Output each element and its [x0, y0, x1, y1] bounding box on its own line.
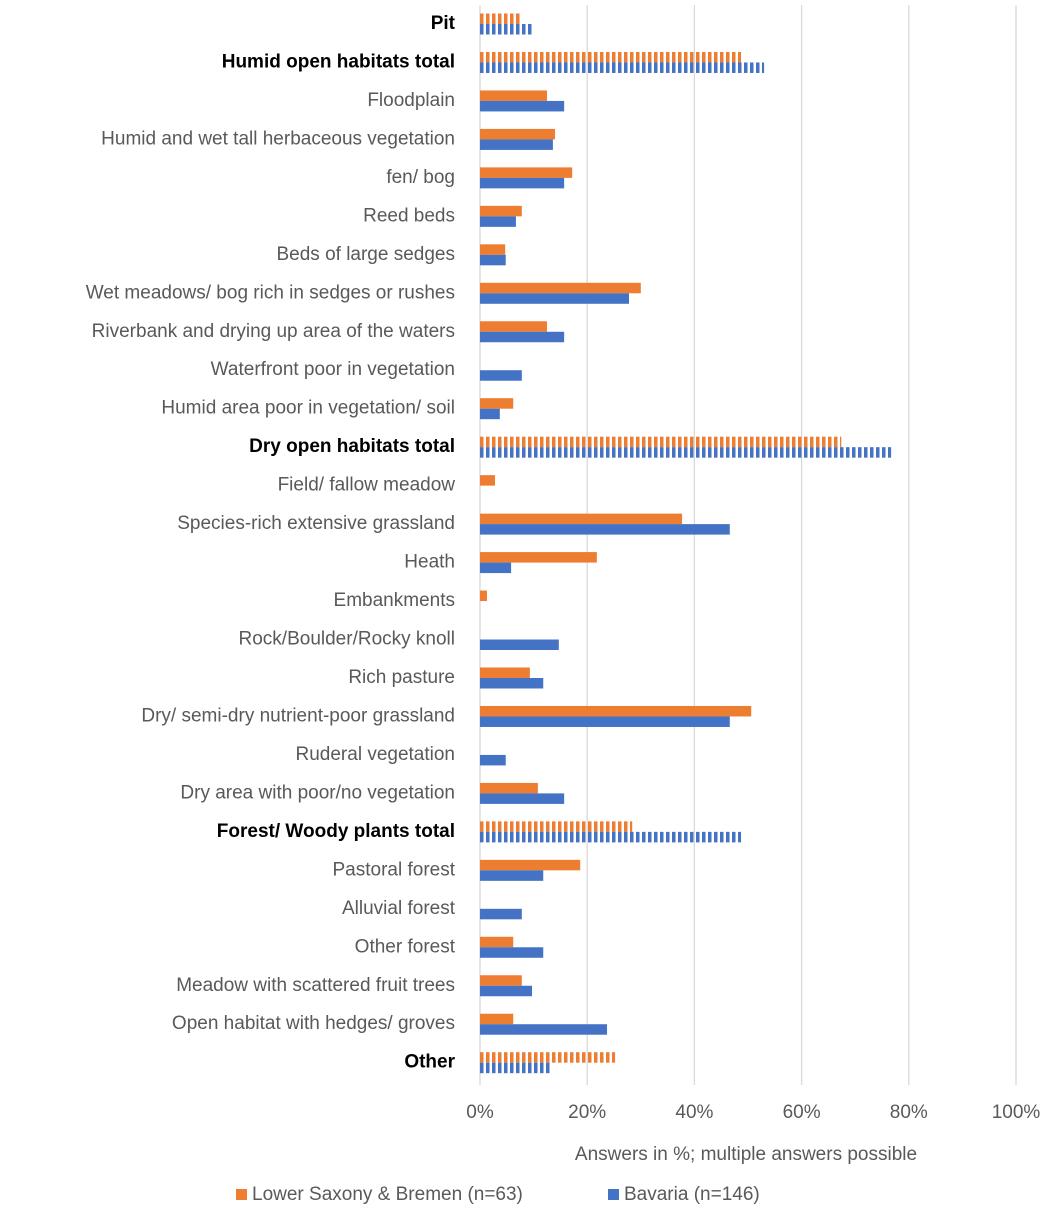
category-label: Beds of large sedges	[276, 244, 455, 265]
bar	[480, 831, 742, 843]
bar	[480, 677, 544, 689]
bar	[480, 667, 530, 678]
bar	[480, 782, 538, 794]
bar	[480, 947, 544, 958]
category-label: Ruderal vegetation	[296, 744, 456, 765]
bar	[480, 475, 496, 486]
category-label: Other	[404, 1052, 455, 1073]
bar	[480, 128, 556, 140]
bar	[480, 408, 500, 420]
bar	[480, 216, 516, 227]
category-label: Open habitat with hedges/ groves	[172, 1013, 455, 1034]
bar	[480, 1062, 550, 1074]
bar	[480, 936, 514, 948]
bar	[480, 859, 581, 871]
legend-swatch	[608, 1189, 619, 1200]
bar	[480, 62, 765, 73]
bar	[480, 524, 730, 535]
x-tick-label: 0%	[466, 1102, 494, 1123]
category-label: Humid area poor in vegetation/ soil	[161, 398, 455, 419]
category-label: Riverbank and drying up area of the wate…	[92, 321, 455, 342]
x-axis-title: Answers in %; multiple answers possible	[575, 1144, 917, 1165]
category-label: Pastoral forest	[333, 859, 456, 880]
bar	[480, 1013, 514, 1025]
x-tick-label: 40%	[675, 1102, 713, 1123]
category-label: Dry open habitats total	[249, 436, 455, 457]
category-label: Humid and wet tall herbaceous vegetation	[101, 128, 455, 149]
category-label: Pit	[431, 13, 456, 34]
bar	[480, 331, 565, 343]
bar	[480, 90, 547, 101]
bar	[480, 975, 522, 986]
category-label: Meadow with scattered fruit trees	[176, 975, 455, 996]
x-tick-label: 80%	[890, 1102, 928, 1123]
category-label: Dry area with poor/no vegetation	[180, 782, 455, 803]
bar	[480, 639, 559, 651]
bar	[480, 244, 506, 255]
bar	[480, 590, 487, 602]
bar	[480, 562, 512, 574]
bar	[480, 254, 506, 266]
bar	[480, 205, 522, 217]
bar	[480, 705, 752, 717]
category-label: Embankments	[334, 590, 455, 611]
category-label: Forest/ Woody plants total	[217, 821, 455, 842]
bar	[480, 13, 521, 24]
bar	[480, 793, 565, 804]
bar	[480, 24, 532, 35]
category-label: Rich pasture	[348, 667, 455, 688]
bar	[480, 321, 547, 332]
x-tick-label: 60%	[783, 1102, 821, 1123]
category-label: Dry/ semi-dry nutrient-poor grassland	[141, 705, 455, 726]
bar	[480, 716, 730, 727]
category-label: Species-rich extensive grassland	[177, 513, 455, 534]
bar	[480, 754, 506, 766]
category-label: Waterfront poor in vegetation	[211, 359, 455, 380]
category-label: fen/ bog	[386, 167, 455, 188]
bar	[480, 513, 683, 525]
category-label: Heath	[404, 552, 455, 573]
bar	[480, 370, 522, 381]
bar	[480, 436, 842, 448]
bar	[480, 908, 522, 920]
legend-label: Bavaria (n=146)	[624, 1184, 760, 1205]
category-label: Humid open habitats total	[222, 51, 455, 72]
legend-swatch	[236, 1189, 247, 1200]
bar	[480, 167, 573, 178]
bar	[480, 51, 742, 63]
legend-label: Lower Saxony & Bremen (n=63)	[252, 1184, 523, 1205]
category-label: Floodplain	[367, 90, 455, 111]
bar	[480, 282, 641, 294]
category-label: Alluvial forest	[342, 898, 456, 919]
category-label: Field/ fallow meadow	[278, 475, 456, 496]
bar	[480, 985, 532, 997]
bar	[480, 139, 553, 150]
category-label: Reed beds	[363, 205, 455, 226]
bar	[480, 293, 630, 304]
category-label: Other forest	[355, 936, 456, 957]
bar	[480, 821, 633, 832]
bar	[480, 177, 565, 189]
category-label: Rock/Boulder/Rocky knoll	[239, 629, 455, 650]
x-tick-label: 20%	[568, 1102, 606, 1123]
bar	[480, 1024, 608, 1035]
bar	[480, 1052, 616, 1063]
bar	[480, 398, 514, 409]
bar	[480, 870, 544, 881]
bar	[480, 447, 892, 458]
bar	[480, 552, 597, 563]
x-tick-label: 100%	[992, 1102, 1041, 1123]
category-label: Wet meadows/ bog rich in sedges or rushe…	[86, 282, 455, 303]
bar	[480, 100, 565, 112]
